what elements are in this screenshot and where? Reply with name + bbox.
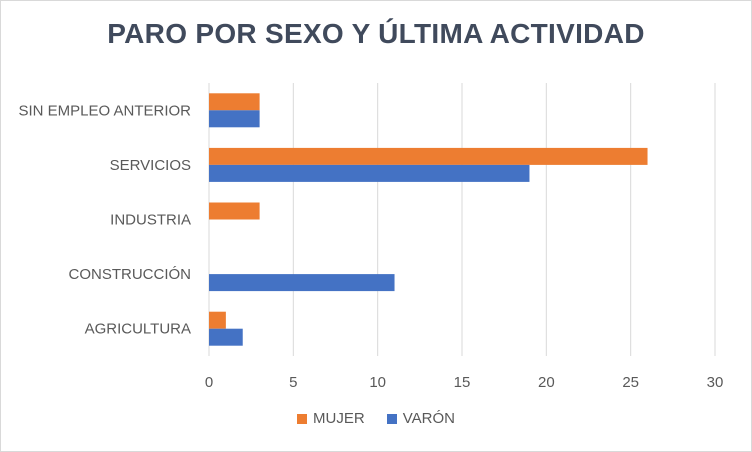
category-label: SERVICIOS: [110, 157, 191, 174]
bar-mujer-4: [209, 311, 226, 329]
legend-label-varon: VARÓN: [402, 410, 455, 427]
bar-varn-4: [209, 328, 243, 346]
x-tick-label: 25: [622, 374, 639, 391]
x-tick-label: 30: [707, 374, 724, 391]
category-label: INDUSTRIA: [110, 212, 191, 229]
x-tick-label: 0: [205, 374, 213, 391]
legend: MUJER VARÓN: [0, 410, 752, 427]
bar-varn-0: [209, 110, 260, 128]
category-label: CONSTRUCCIÓN: [69, 266, 192, 283]
bar-varn-3: [209, 274, 395, 292]
x-tick-label: 10: [369, 374, 386, 391]
x-tick-label: 20: [538, 374, 555, 391]
legend-label-mujer: MUJER: [313, 410, 365, 427]
x-tick-label: 15: [454, 374, 471, 391]
category-label: SIN EMPLEO ANTERIOR: [18, 102, 191, 119]
legend-swatch-varon: [386, 413, 397, 424]
category-label: AGRICULTURA: [85, 321, 191, 338]
bar-mujer-0: [209, 93, 260, 111]
x-tick-label: 5: [289, 374, 297, 391]
bar-mujer-2: [209, 202, 260, 220]
bar-varn-1: [209, 164, 530, 182]
legend-swatch-mujer: [297, 413, 308, 424]
legend-item-varon: VARÓN: [386, 410, 455, 427]
legend-item-mujer: MUJER: [297, 410, 365, 427]
bar-mujer-1: [209, 147, 648, 165]
chart-title: PARO POR SEXO Y ÚLTIMA ACTIVIDAD: [107, 18, 645, 49]
